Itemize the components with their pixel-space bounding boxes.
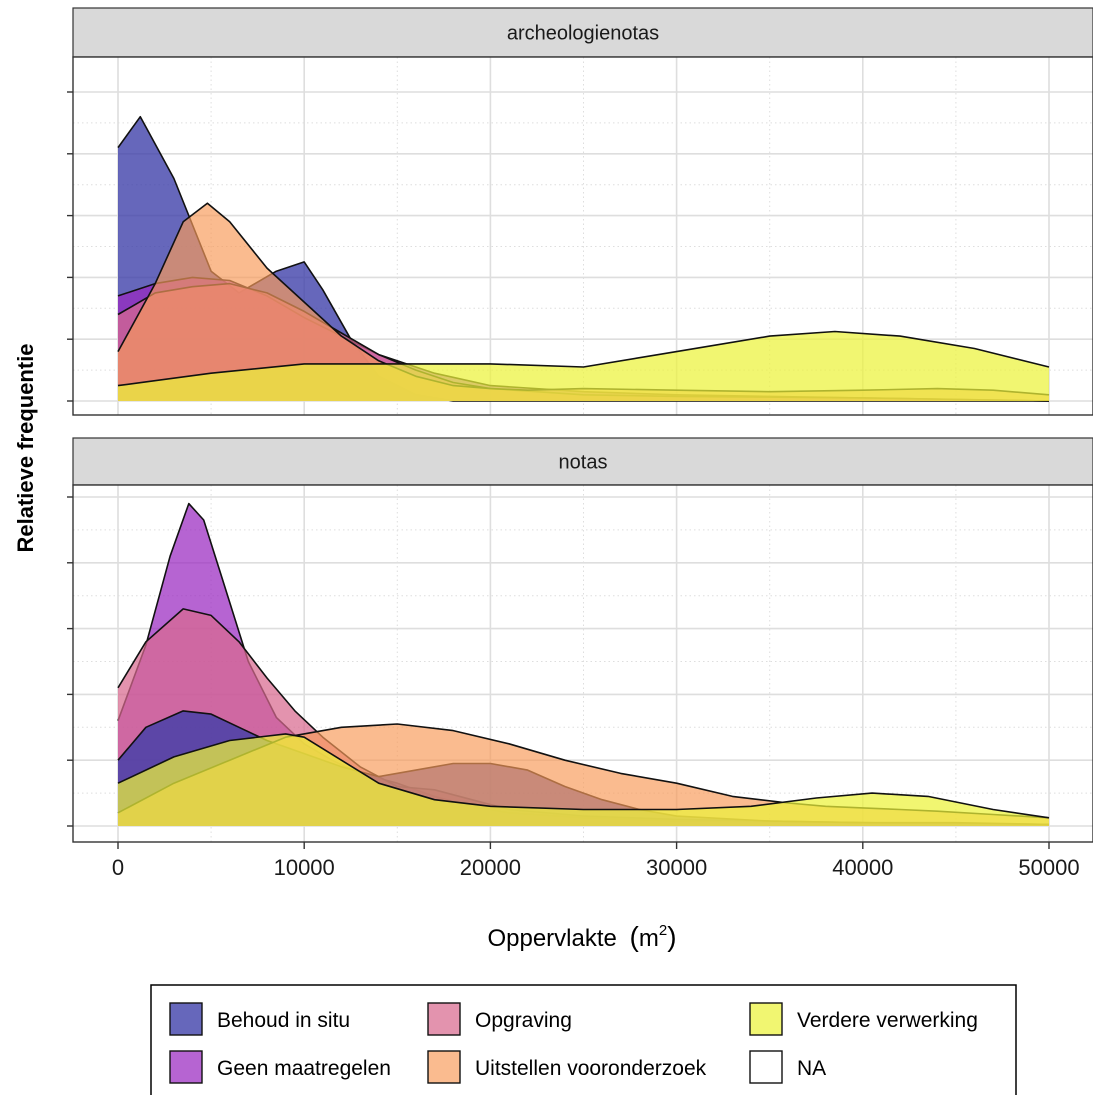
density-area-verdere-verwerking: [118, 331, 1049, 401]
x-axis-title-close-paren: ): [667, 921, 676, 952]
x-tick-label: 20000: [460, 855, 521, 880]
density-outline-verdere-verwerking: [117, 733, 1050, 819]
legend-item-geen-maatregelen: Geen maatregelen: [169, 1050, 391, 1084]
panel-border: [72, 484, 1093, 843]
strip-notas: [72, 437, 1093, 486]
strip-archeologienotas: [72, 7, 1093, 58]
legend-swatch-verdere-verwerking: [749, 1002, 783, 1036]
legend-item-na: NA: [749, 1050, 826, 1084]
panel-notas: notas: [67, 437, 1093, 843]
density-area-verdere-verwerking: [118, 733, 1049, 826]
legend-swatch-opgraving: [427, 1002, 461, 1036]
x-axis-title-text: Oppervlakte: [487, 925, 616, 952]
panel-archeologienotas: archeologienotas: [67, 7, 1093, 416]
x-tick-label: 0: [112, 855, 124, 880]
density-area-uitstellen-vooronderzoek: [118, 203, 1049, 401]
x-tick-label: 40000: [832, 855, 893, 880]
legend: Behoud in situ Geen maatregelen Opgraving U…: [150, 984, 1017, 1095]
strip-label: notas: [559, 452, 608, 474]
x-tick-label: 30000: [646, 855, 707, 880]
legend-swatch-behoud-in-situ: [169, 1002, 203, 1036]
legend-item-opgraving: Opgraving: [427, 1002, 572, 1036]
legend-label: Opgraving: [475, 1009, 572, 1032]
panel-border: [72, 56, 1093, 416]
x-axis-title-unit-sup: 2: [659, 922, 667, 939]
legend-label: Verdere verwerking: [797, 1009, 978, 1032]
legend-swatch-uitstellen-vooronderzoek: [427, 1050, 461, 1084]
legend-label: Behoud in situ: [217, 1009, 350, 1032]
legend-label: NA: [797, 1057, 826, 1080]
legend-label: Uitstellen vooronderzoek: [475, 1057, 707, 1080]
y-axis-title: Relatieve frequentie: [13, 343, 38, 552]
x-axis-title-open-paren: (: [630, 921, 640, 952]
legend-swatch-na: [749, 1050, 783, 1084]
legend-frame: [150, 984, 1017, 1095]
x-axis-title: Oppervlakte (m2): [487, 921, 676, 952]
x-tick-label: 50000: [1018, 855, 1079, 880]
legend-item-uitstellen-vooronderzoek: Uitstellen vooronderzoek: [427, 1050, 707, 1084]
x-tick-label: 10000: [274, 855, 335, 880]
legend-item-verdere-verwerking: Verdere verwerking: [749, 1002, 978, 1036]
x-axis-title-unit-base: m: [639, 925, 659, 952]
strip-label: archeologienotas: [507, 23, 659, 45]
legend-swatch-geen-maatregelen: [169, 1050, 203, 1084]
density-outline-verdere-verwerking: [117, 330, 1050, 387]
legend-item-behoud-in-situ: Behoud in situ: [169, 1002, 350, 1036]
legend-label: Geen maatregelen: [217, 1057, 391, 1080]
